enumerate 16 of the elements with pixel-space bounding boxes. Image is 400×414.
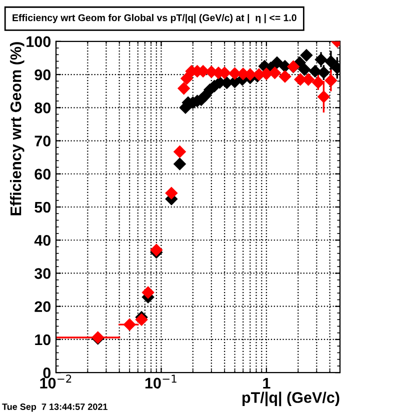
x-tick-label: 1 [263,378,270,389]
y-tick-label: 60 [34,168,51,180]
y-tick-label: 10 [35,334,51,346]
x-tick-label: 10$^{−1}$ [145,374,176,389]
x-axis-title: pT/|q| (GeV/c) [242,392,340,406]
chart-title: Efficiency wrt Geom for Global vs pT/|q| (GeV/c) at | η | <= 1.0 [12,14,296,24]
y-tick-label: 50 [34,202,51,213]
y-axis-title: Efficiency wrt Geom (%) [10,42,24,216]
y-tick-label: 100 [26,36,51,48]
y-tick-label: 20 [34,301,51,312]
y-tick-label: 80 [34,102,51,114]
y-tick-label: 90 [34,69,51,80]
y-tick-label: 40 [34,234,51,246]
y-tick-label: 70 [34,136,51,146]
y-tick-label: 30 [34,268,51,279]
text: Tue Sep 7 13:44:57 2021 [2,404,108,412]
